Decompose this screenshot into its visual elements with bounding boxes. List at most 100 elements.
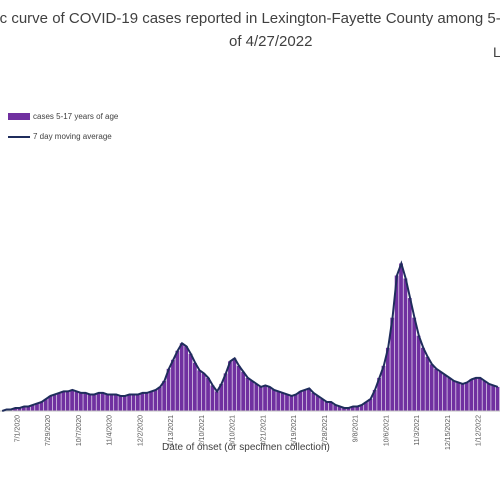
case-bar [214,391,219,411]
case-bar [245,377,250,411]
case-bar [333,404,338,411]
x-tick-label: 2/10/2021 [199,415,206,446]
case-bar [447,377,452,411]
case-bar [364,401,368,411]
case-bar [381,365,386,411]
case-bar [43,398,48,411]
case-bar [328,401,333,411]
case-bar [320,398,324,411]
case-bar [285,394,289,411]
case-bar [491,385,496,411]
case-bar [122,395,127,411]
case-bar [171,359,175,411]
case-bar [92,394,96,411]
x-tick-label: 3/10/2021 [230,415,237,446]
case-bar [26,406,31,411]
case-bar [385,347,390,411]
x-tick-label: 12/2/2020 [137,415,144,446]
case-bar [184,346,188,411]
case-bar [315,395,320,411]
case-bar [57,392,61,411]
case-bar [157,386,162,411]
case-bar [324,401,329,411]
x-tick-label: 5/19/2021 [291,415,298,446]
case-bar [100,392,105,411]
case-bar [250,380,254,411]
case-bar [355,406,360,411]
case-bar [495,386,500,411]
case-bar [271,389,276,411]
case-bar [109,394,114,411]
x-axis-label: Date of onset (or specimen collection) [162,442,330,453]
case-bar [74,391,79,411]
case-bar [48,395,53,411]
case-bar [438,371,443,411]
case-bar [359,404,364,411]
case-bar [96,392,101,411]
x-tick-label: 1/13/2021 [168,415,175,446]
case-bar [35,403,39,411]
case-bar [153,389,158,411]
chart-title-line-1: nic curve of COVID-19 cases reported in … [0,10,500,27]
case-bar [442,374,447,411]
x-tick-label: 4/21/2021 [260,415,267,446]
case-bar [486,383,491,411]
case-bar [232,358,237,411]
x-tick-label: 9/8/2021 [353,415,360,442]
case-bar [478,377,482,411]
case-bar [65,391,70,411]
case-bar [350,406,355,411]
case-bar [228,361,232,411]
case-bar [482,380,487,411]
case-bar [241,371,246,411]
case-bar [451,380,456,411]
case-bar [298,391,303,411]
case-bar [30,404,35,411]
x-tick-label: 7/29/2020 [45,415,52,446]
x-tick-label: 7/28/2021 [322,415,329,446]
case-bar [390,317,395,411]
case-bar [78,392,83,411]
x-tick-label: 12/15/2021 [445,415,452,450]
case-bar [188,353,193,411]
legend-swatch-line [8,135,30,138]
x-tick-label: 11/3/2021 [414,415,421,446]
case-bar [206,377,210,411]
case-bar [166,368,171,411]
case-bar [473,377,478,411]
legend-item-moving-average: 7 day moving average [8,132,112,141]
case-bar [219,383,224,411]
case-bar [61,391,66,411]
x-tick-labels: 7/1/2020 7/29/2020 10/7/2020 11/4/2020 12/2/… [14,415,482,450]
case-bar [263,385,267,411]
case-bar [52,394,57,411]
case-bar [394,275,399,411]
case-bar [342,407,346,411]
case-bar [307,388,311,411]
case-bar [464,382,469,411]
case-bar [293,394,298,411]
case-bar [197,370,202,411]
legend-label-moving-average: 7 day moving average [33,132,112,141]
case-bar [39,401,44,411]
x-tick-label: 10/7/2020 [76,415,83,446]
case-bar [289,395,294,411]
case-bar [131,394,136,411]
case-bar [254,383,259,411]
case-bar [21,406,26,411]
case-bar [276,391,281,411]
case-bar [399,263,403,411]
case-bar [337,406,342,411]
case-bar [421,347,425,411]
case-bar [280,392,285,411]
case-bar [412,317,417,411]
case-bar [140,392,145,411]
case-bar [223,373,228,411]
case-bar [429,364,434,411]
case-bar [70,389,74,411]
case-bar [210,385,215,411]
legend-label-cases: cases 5-17 years of age [33,112,119,121]
case-bar [114,394,118,411]
legend-swatch-bar [8,113,30,120]
